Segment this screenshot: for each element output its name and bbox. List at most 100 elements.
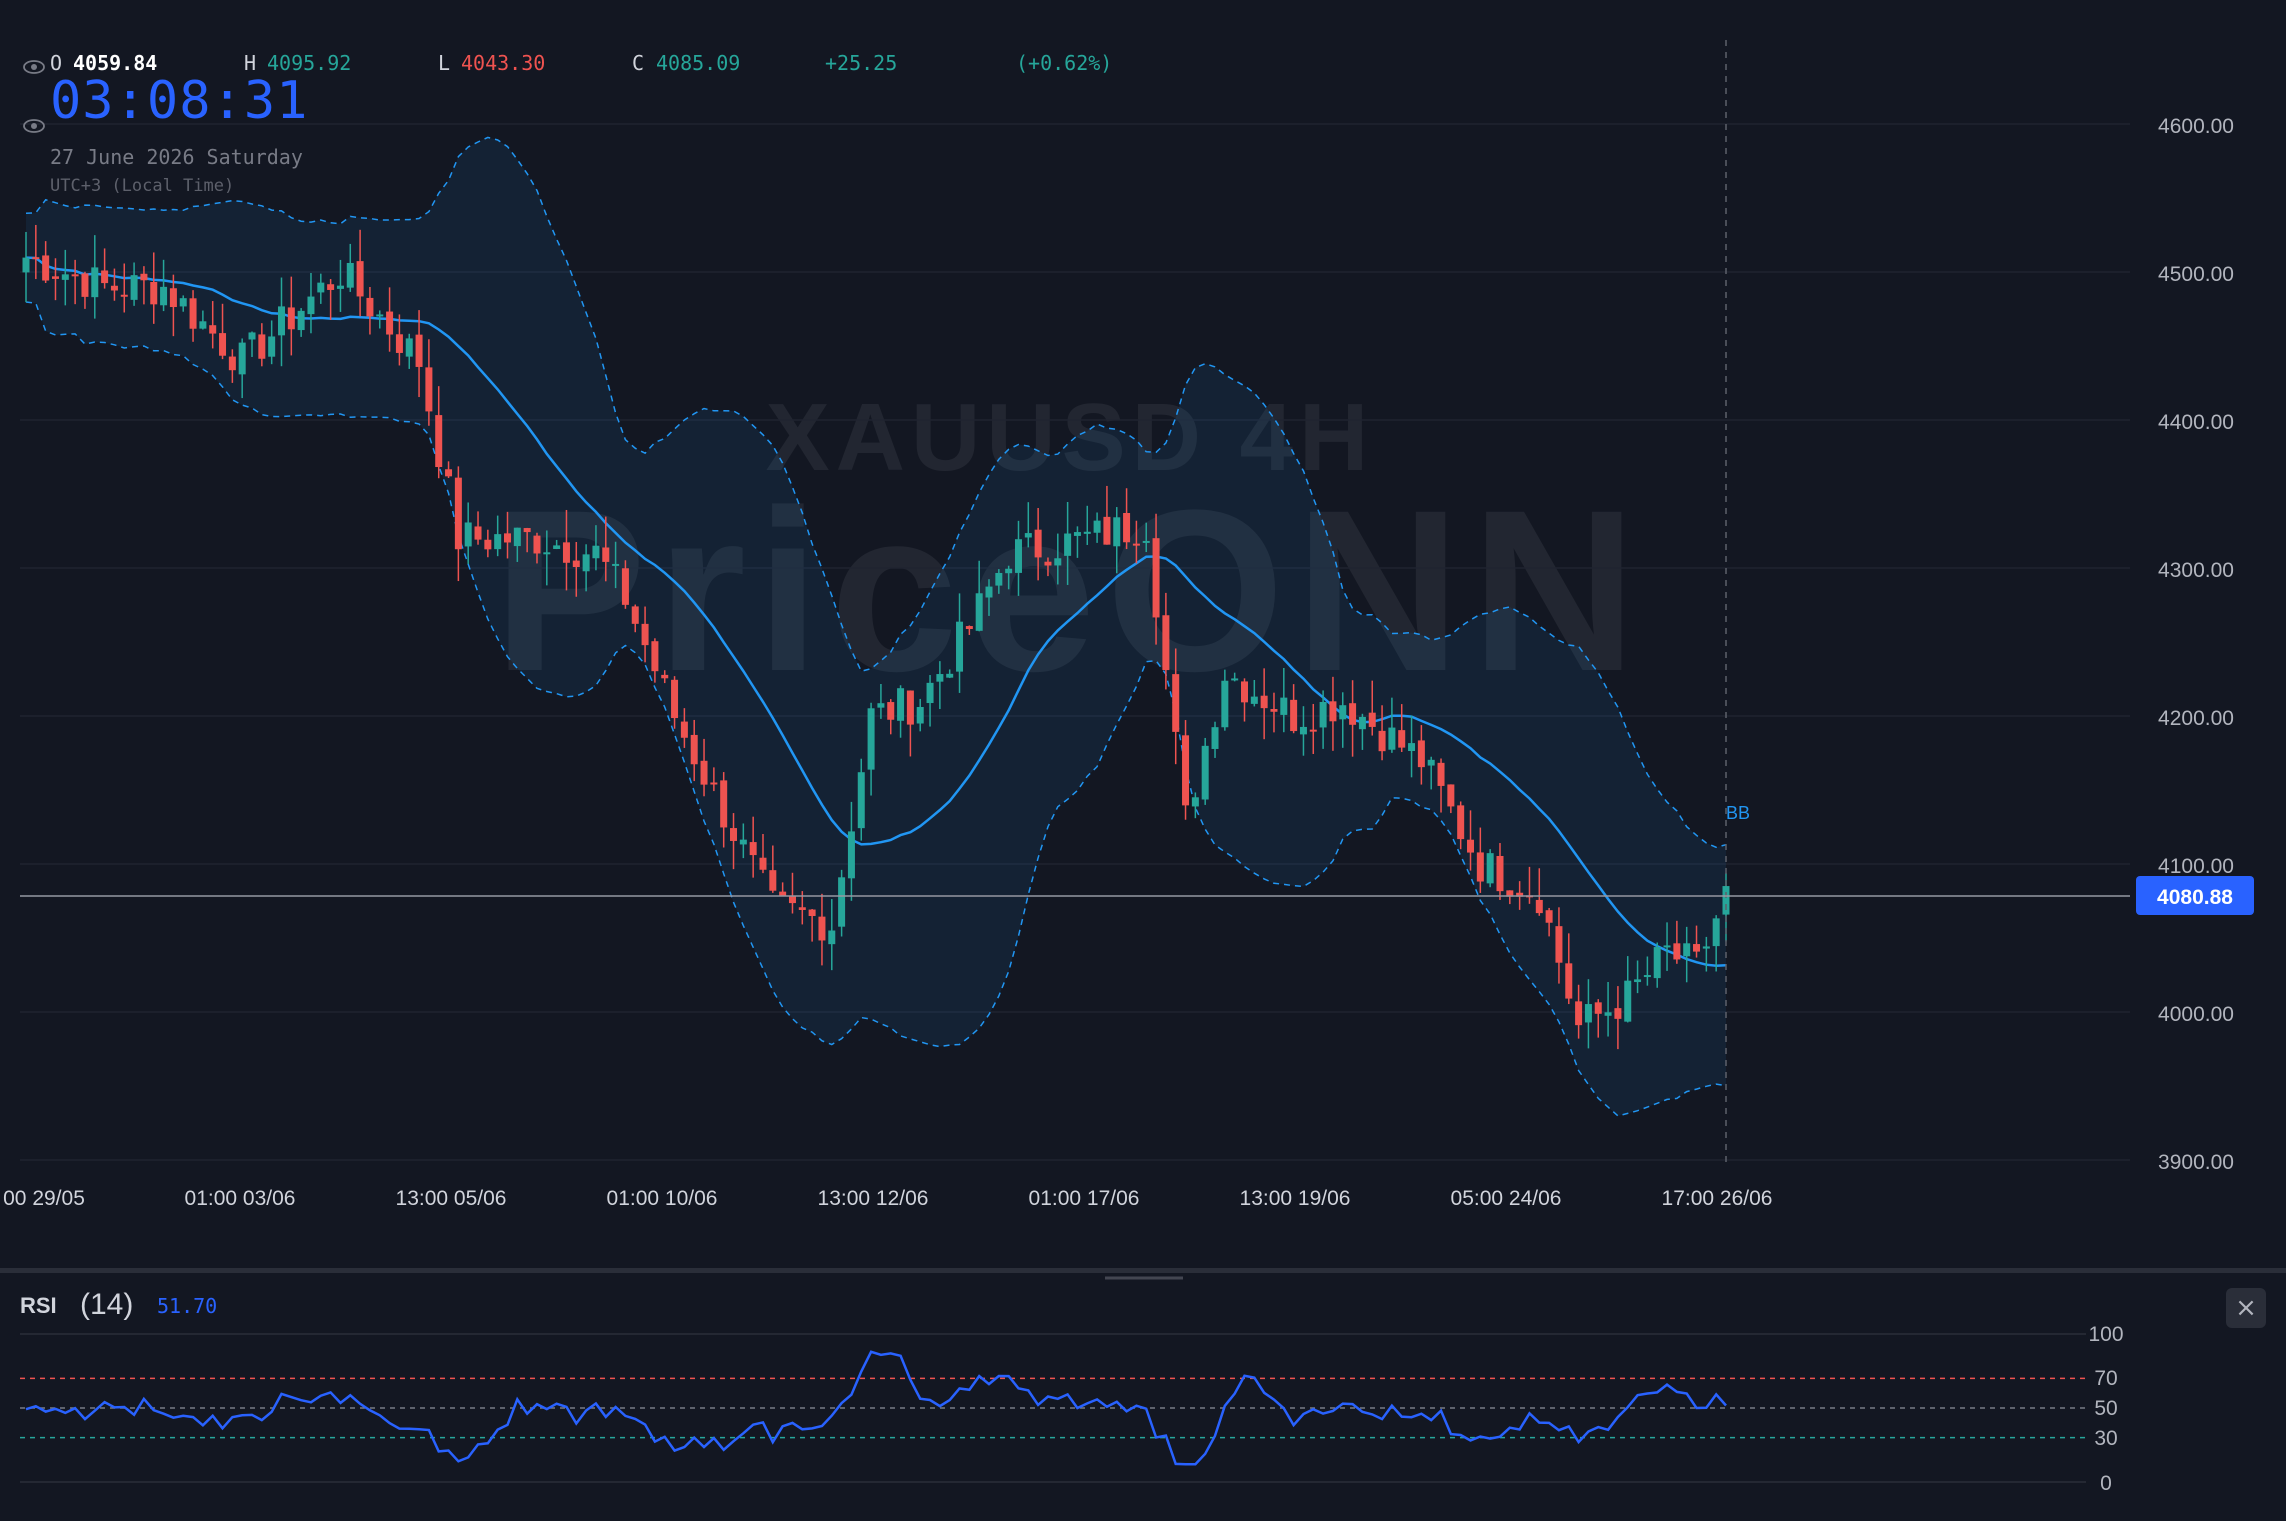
candle-body (307, 296, 315, 315)
price-tick: 4300.00 (2158, 559, 2234, 582)
candle-body (386, 311, 394, 335)
candle-body (523, 528, 531, 533)
time-scale[interactable]: 00 29/05 01:00 03/06 13:00 05/06 01:00 1… (3, 1187, 1772, 1210)
candle-body (1064, 533, 1072, 556)
candle-body (454, 477, 462, 550)
time-tick: 13:00 05/06 (396, 1187, 507, 1210)
candle-body (287, 307, 295, 330)
last-price-value: 4080.88 (2157, 886, 2233, 909)
candle-body (1486, 853, 1494, 884)
candle-body (61, 274, 69, 280)
bollinger-bands (25, 136, 1727, 1117)
candle-body (1083, 531, 1091, 534)
candle-body (1024, 533, 1032, 538)
candle-body (661, 674, 669, 679)
candle-body (435, 415, 443, 468)
ohlc-close-label: C (632, 51, 644, 75)
candles (22, 224, 1730, 1050)
rsi-value: 51.70 (157, 1294, 217, 1318)
rsi-levels (20, 1333, 2086, 1483)
candle-body (621, 568, 629, 605)
candle-body (199, 321, 207, 329)
candle-body (533, 535, 541, 554)
candle-body (651, 641, 659, 672)
eye-icon[interactable] (23, 119, 45, 133)
time-tick: 13:00 19/06 (1240, 1187, 1351, 1210)
candle-body (1614, 1008, 1622, 1019)
pane-separator[interactable] (0, 1268, 2286, 1273)
candle-body (1240, 681, 1248, 703)
candle-body (150, 282, 158, 305)
candle-body (1565, 963, 1573, 999)
candle-body (1182, 735, 1190, 806)
time-tick: 00 29/05 (3, 1187, 85, 1210)
time-tick: 05:00 24/06 (1451, 1187, 1562, 1210)
rsi-tick: 50 (2094, 1397, 2117, 1420)
candle-body (818, 916, 826, 941)
candle-body (101, 270, 109, 284)
candle-body (1319, 701, 1327, 728)
candle-body (494, 534, 502, 550)
ohlc-low-value: 4043.30 (461, 51, 545, 75)
candle-body (366, 297, 374, 317)
candle-body (562, 542, 570, 563)
close-rsi-button[interactable]: × (2226, 1288, 2266, 1328)
candle-body (376, 314, 384, 317)
candle-body (91, 267, 99, 298)
price-tick: 4600.00 (2158, 115, 2234, 138)
candle-body (484, 539, 492, 550)
candle-body (42, 255, 50, 281)
candle-body (1663, 945, 1671, 948)
candle-body (1722, 886, 1730, 915)
price-scale[interactable]: 4600.00 4500.00 4400.00 4300.00 4200.00 … (2158, 115, 2234, 1174)
candle-body (297, 310, 305, 331)
candle-body (71, 274, 79, 277)
candle-body (110, 285, 118, 291)
candle-body (1496, 855, 1504, 892)
candle-body (1162, 615, 1170, 671)
time-tick: 01:00 03/06 (185, 1187, 296, 1210)
candle-body (336, 285, 344, 289)
candle-body (1467, 839, 1475, 853)
candle-body (1634, 979, 1642, 983)
candle-body (1093, 520, 1101, 533)
candle-body (1299, 726, 1307, 735)
candle-body (710, 782, 718, 785)
candle-body (1270, 709, 1278, 712)
bb-basis (25, 256, 1727, 967)
candle-body (268, 336, 276, 357)
candle-body (1349, 703, 1357, 725)
candle-body (179, 298, 187, 307)
candle-body (1339, 705, 1347, 720)
candle-body (1309, 729, 1317, 732)
candle-body (690, 734, 698, 765)
candle-body (956, 621, 964, 672)
candle-body (513, 527, 521, 547)
eye-icon[interactable] (23, 60, 45, 74)
candle-body (1221, 680, 1229, 728)
candle-body (965, 626, 973, 630)
rsi-tick: 30 (2094, 1427, 2117, 1450)
candle-body (169, 288, 177, 308)
candle-body (120, 294, 128, 297)
candle-body (877, 703, 885, 708)
candle-body (592, 545, 600, 559)
candle-body (1250, 696, 1258, 704)
ohlc-change-pct: (+0.62%) (1016, 51, 1112, 75)
candle-body (680, 721, 688, 738)
rsi-pane[interactable]: RSI (14) 51.70 100 70 50 30 0 (20, 1288, 2124, 1495)
candle-body (22, 257, 30, 273)
candle-body (1417, 740, 1425, 768)
candle-body (1073, 532, 1081, 536)
candle-body (1388, 727, 1396, 750)
candle-body (1034, 529, 1042, 558)
candle-body (1123, 512, 1131, 543)
candle-body (1447, 784, 1455, 807)
candle-body (1368, 712, 1376, 727)
price-tick: 3900.00 (2158, 1151, 2234, 1174)
candle-body (828, 930, 836, 945)
bb-fill (26, 137, 1726, 1116)
ohlc-high-value: 4095.92 (267, 51, 351, 75)
